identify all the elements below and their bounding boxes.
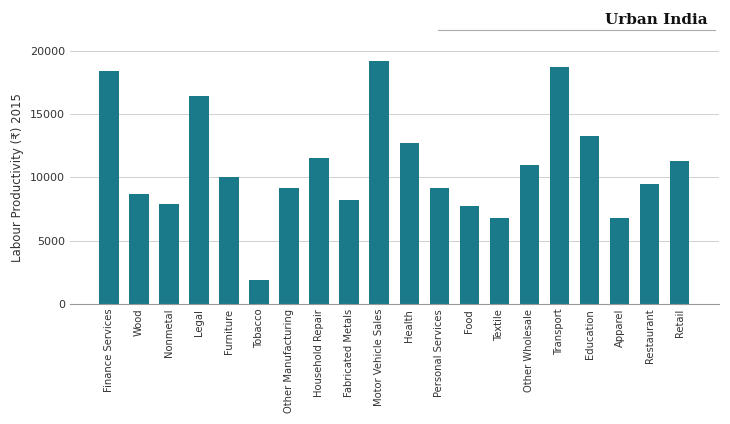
Bar xyxy=(520,165,539,304)
Bar xyxy=(670,161,689,304)
Bar xyxy=(490,218,509,304)
Y-axis label: Labour Productivity (₹) 2015: Labour Productivity (₹) 2015 xyxy=(11,93,24,262)
Bar xyxy=(250,280,269,304)
Bar xyxy=(219,177,239,304)
Bar xyxy=(159,204,179,304)
Bar xyxy=(429,187,449,304)
Bar xyxy=(639,184,659,304)
Bar xyxy=(129,194,149,304)
Bar xyxy=(460,206,479,304)
Bar xyxy=(310,159,329,304)
Bar xyxy=(550,67,569,304)
Bar xyxy=(610,218,629,304)
Bar xyxy=(189,96,209,304)
Bar xyxy=(339,200,359,304)
Text: Urban India: Urban India xyxy=(605,13,708,27)
Bar xyxy=(99,71,119,304)
Bar xyxy=(369,61,389,304)
Bar xyxy=(399,143,419,304)
Bar xyxy=(580,136,599,304)
Bar xyxy=(280,187,299,304)
